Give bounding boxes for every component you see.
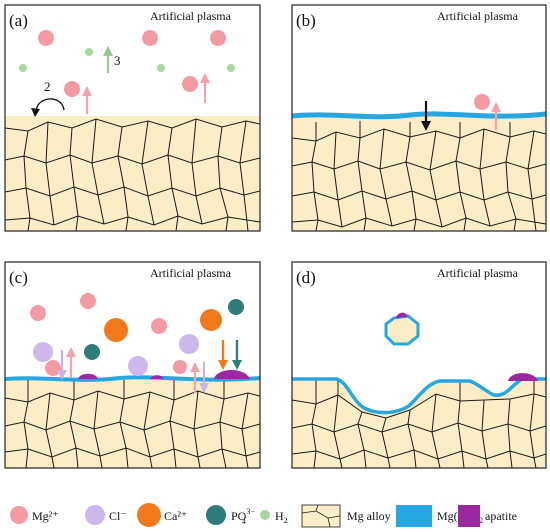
mg-alloy-substrate [292, 116, 546, 231]
down-arrow-ca [218, 340, 228, 370]
mg-ion [173, 360, 187, 374]
cl-ion [128, 356, 148, 376]
down-arrow-cl [57, 350, 67, 380]
panel-a: (a) Artificial plasma 2 3 [4, 4, 261, 232]
legend: Mg²⁺ Cl⁻ Ca²⁺ PO3−4 H2 Mg alloy Mg(OH)2 … [10, 503, 517, 528]
legend-apatite-label: apatite [485, 509, 517, 523]
ca-ion [200, 309, 222, 331]
mg-ion [182, 76, 198, 92]
legend-h2-label: H2 [275, 509, 288, 525]
grain-boundaries [292, 380, 546, 468]
legend-cl-label: Cl⁻ [109, 509, 127, 523]
legend-alloy-icon [301, 504, 341, 528]
mg-ion [30, 305, 46, 321]
up-arrow-mg [190, 362, 200, 393]
apatite-deposit [214, 369, 250, 379]
panel-title: Artificial plasma [150, 9, 232, 23]
loop-arrow [31, 98, 65, 117]
panel-b: (b) Artificial plasma [291, 4, 547, 232]
up-arrow-mg [200, 73, 210, 103]
mg-ion [210, 30, 226, 46]
panel-frame [4, 261, 261, 469]
h2-bubble [85, 48, 93, 56]
step-label: 2 [44, 79, 51, 94]
mg-oh2-layer [291, 111, 547, 120]
panel-label: (d) [296, 268, 316, 287]
mg-ion [80, 293, 96, 309]
panel-c: (c) Artificial plasma [4, 261, 261, 469]
panel-d: (d) Artificial plasma [291, 261, 547, 469]
panel-frame [4, 4, 261, 232]
legend-apatite-icon [458, 505, 480, 527]
up-arrow-mg [82, 86, 92, 114]
legend-mgoh2-icon [396, 505, 432, 527]
panel-label: (c) [9, 268, 28, 287]
step-label: 3 [114, 53, 121, 68]
mg-ion [64, 81, 80, 97]
up-arrow-mg [66, 347, 76, 378]
mg-alloy-substrate [5, 116, 260, 231]
legend-ca-icon [137, 503, 161, 527]
detached-particle [384, 312, 420, 346]
up-arrow-mg [491, 102, 501, 130]
panel-label: (b) [296, 11, 316, 30]
h2-bubble [19, 64, 27, 72]
up-arrow-h2 [103, 46, 113, 73]
mg-oh2-layer [292, 377, 546, 415]
legend-ca-label: Ca²⁺ [164, 509, 187, 523]
legend-po4-icon [206, 505, 226, 525]
po4-ion [84, 344, 100, 360]
apatite-deposit [150, 375, 164, 379]
down-arrow-po4 [232, 340, 242, 370]
mg-ion [151, 318, 167, 334]
mg-ion [474, 94, 490, 110]
cl-ion [33, 342, 53, 362]
apatite-deposit [78, 373, 98, 379]
legend-cl-icon [85, 505, 105, 525]
cl-ion [179, 334, 199, 354]
legend-alloy-label: Mg alloy [347, 509, 391, 523]
legend-h2-icon [260, 510, 270, 520]
down-arrow-cl [199, 362, 209, 393]
mg-ion [142, 30, 158, 46]
panel-frame [291, 261, 547, 469]
grain-boundaries [5, 380, 260, 468]
panel-label: (a) [9, 11, 28, 30]
mg-oh2-layer [4, 375, 261, 382]
ca-ion [104, 318, 128, 342]
h2-bubble [227, 64, 235, 72]
grain-boundaries [292, 121, 546, 231]
legend-mg-label: Mg²⁺ [32, 509, 59, 523]
mg-ion [45, 360, 61, 376]
panel-title: Artificial plasma [150, 266, 232, 280]
legend-mg-icon [10, 506, 28, 524]
mg-ion [38, 30, 54, 46]
apatite-deposit [508, 373, 538, 381]
po4-ion [228, 299, 244, 315]
panel-frame [291, 4, 547, 232]
legend-po4-label: PO3− 4 [231, 507, 255, 526]
panel-title: Artificial plasma [437, 266, 519, 280]
down-arrow [421, 101, 431, 131]
h2-bubble [157, 64, 165, 72]
grain-boundaries [5, 118, 260, 231]
panel-title: Artificial plasma [437, 9, 519, 23]
